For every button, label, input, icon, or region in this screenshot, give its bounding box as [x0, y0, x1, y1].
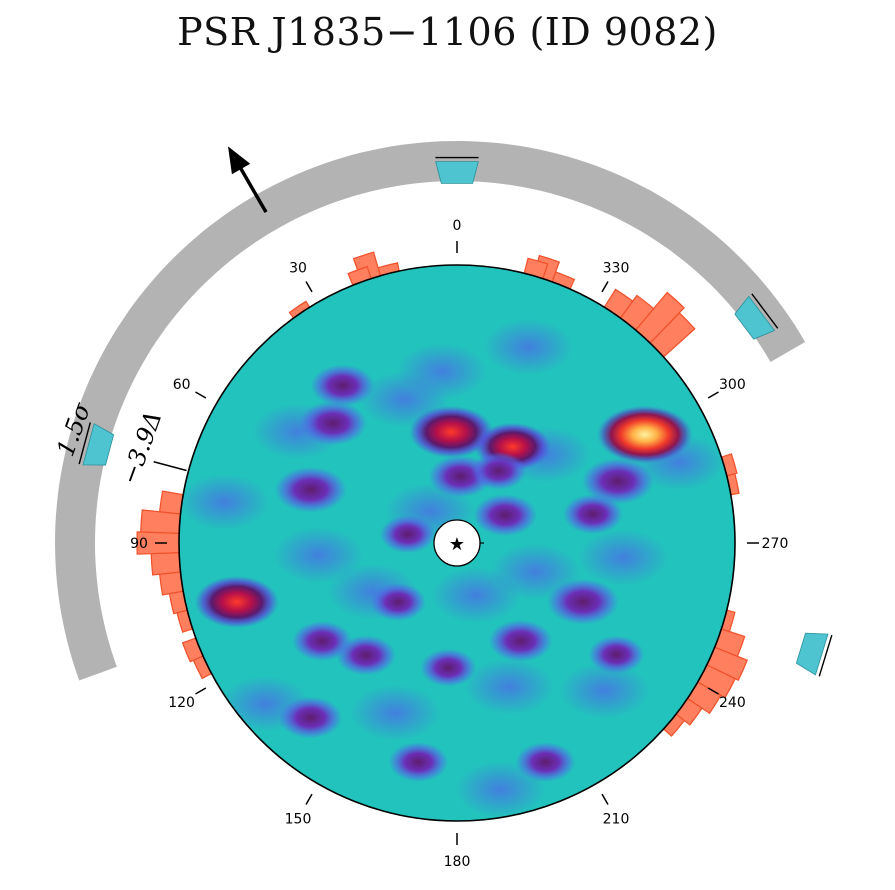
skymap-hotspot — [581, 458, 654, 505]
angle-tick-label: 120 — [168, 695, 195, 711]
angle-tick — [707, 391, 719, 399]
haze-blob — [455, 761, 546, 818]
skymap-hotspot — [470, 451, 527, 490]
direction-arrow — [228, 146, 268, 214]
angle-tick — [707, 687, 719, 695]
cyan-marker — [435, 161, 479, 184]
angle-ticks: 0 30 60 90 120 150 180 210 240 270 300 330 — [130, 218, 788, 870]
skymap-border — [178, 264, 736, 822]
skymap-hotspot — [299, 401, 368, 446]
angle-tick-label: 210 — [603, 811, 630, 827]
histogram-bin — [696, 664, 736, 699]
angle-tick — [305, 281, 313, 293]
skymap-hotspot — [409, 405, 494, 458]
skymap-hotspot — [488, 619, 553, 662]
angle-tick-label: 330 — [603, 261, 630, 277]
haze-blob — [350, 684, 441, 741]
angle-tick — [601, 281, 609, 293]
skymap-hotspot — [588, 635, 645, 674]
angle-tick-label: 300 — [719, 377, 746, 393]
skymap-hotspot — [310, 364, 375, 407]
haze-blob — [559, 662, 650, 719]
delta-label: −3.9Δ — [115, 407, 167, 488]
skymap-hotspot — [370, 582, 427, 621]
skymap-hotspot — [546, 578, 619, 625]
angle-tick-label: 180 — [444, 854, 471, 870]
cyan-markers — [78, 156, 833, 677]
histogram-bin — [675, 697, 703, 726]
angle-tick — [195, 687, 207, 695]
haze-blob — [578, 529, 669, 586]
cyan-marker-base — [78, 422, 91, 465]
histogram-bin — [158, 490, 184, 515]
haze-blob — [273, 527, 364, 584]
annotation-delta: −3.9Δ — [115, 407, 167, 488]
skymap-hotspot — [473, 494, 538, 537]
haze-blob — [464, 658, 555, 715]
cyan-marker — [795, 632, 829, 676]
skymap-hotspot — [562, 494, 623, 535]
angle-tick — [601, 793, 609, 805]
angle-tick-label: 270 — [762, 536, 789, 552]
angle-tick — [195, 391, 207, 399]
skymap-hotspot — [274, 466, 347, 513]
chart-title: PSR J1835−1106 (ID 9082) — [177, 10, 718, 54]
cyan-marker — [734, 295, 776, 340]
cyan-marker — [82, 423, 115, 466]
cyan-marker-base — [818, 634, 833, 677]
excess-histogram — [136, 251, 748, 737]
skymap-hotspot — [420, 648, 477, 687]
haze-blob — [431, 567, 522, 624]
skymap-hotspot — [336, 635, 397, 676]
skymap-hotspot — [596, 405, 693, 464]
arrow-head — [228, 146, 251, 175]
histogram-bin — [720, 609, 736, 633]
haze-blob — [483, 319, 574, 376]
histogram-bin — [523, 257, 549, 280]
haze-blob — [396, 343, 487, 400]
angle-tick — [305, 793, 313, 805]
cyan-marker-base — [751, 293, 779, 329]
annotation-tick — [153, 461, 187, 472]
skymap-hotspot — [379, 515, 436, 554]
pulsar-star-icon: ★ — [449, 534, 465, 555]
histogram-bin — [662, 713, 686, 737]
haze-blob — [179, 473, 270, 530]
angle-tick-label: 0 — [453, 218, 462, 234]
angle-tick-label: 60 — [173, 377, 191, 393]
angle-tick-label: 30 — [289, 261, 307, 277]
histogram-bin — [192, 655, 213, 680]
angle-tick-label: 240 — [719, 695, 746, 711]
skymap-hotspot — [278, 696, 343, 739]
skymap-hotspot — [515, 742, 576, 783]
histogram-bin — [150, 552, 182, 576]
angle-tick-label: 90 — [130, 536, 148, 552]
skymap-hotspot — [194, 576, 279, 629]
histogram-bin — [713, 628, 746, 658]
skymap-hotspot — [388, 742, 449, 783]
angle-tick-label: 150 — [285, 811, 312, 827]
histogram-bin — [140, 509, 182, 534]
histogram-bin — [288, 300, 311, 319]
skymap-hotspots — [194, 364, 693, 783]
